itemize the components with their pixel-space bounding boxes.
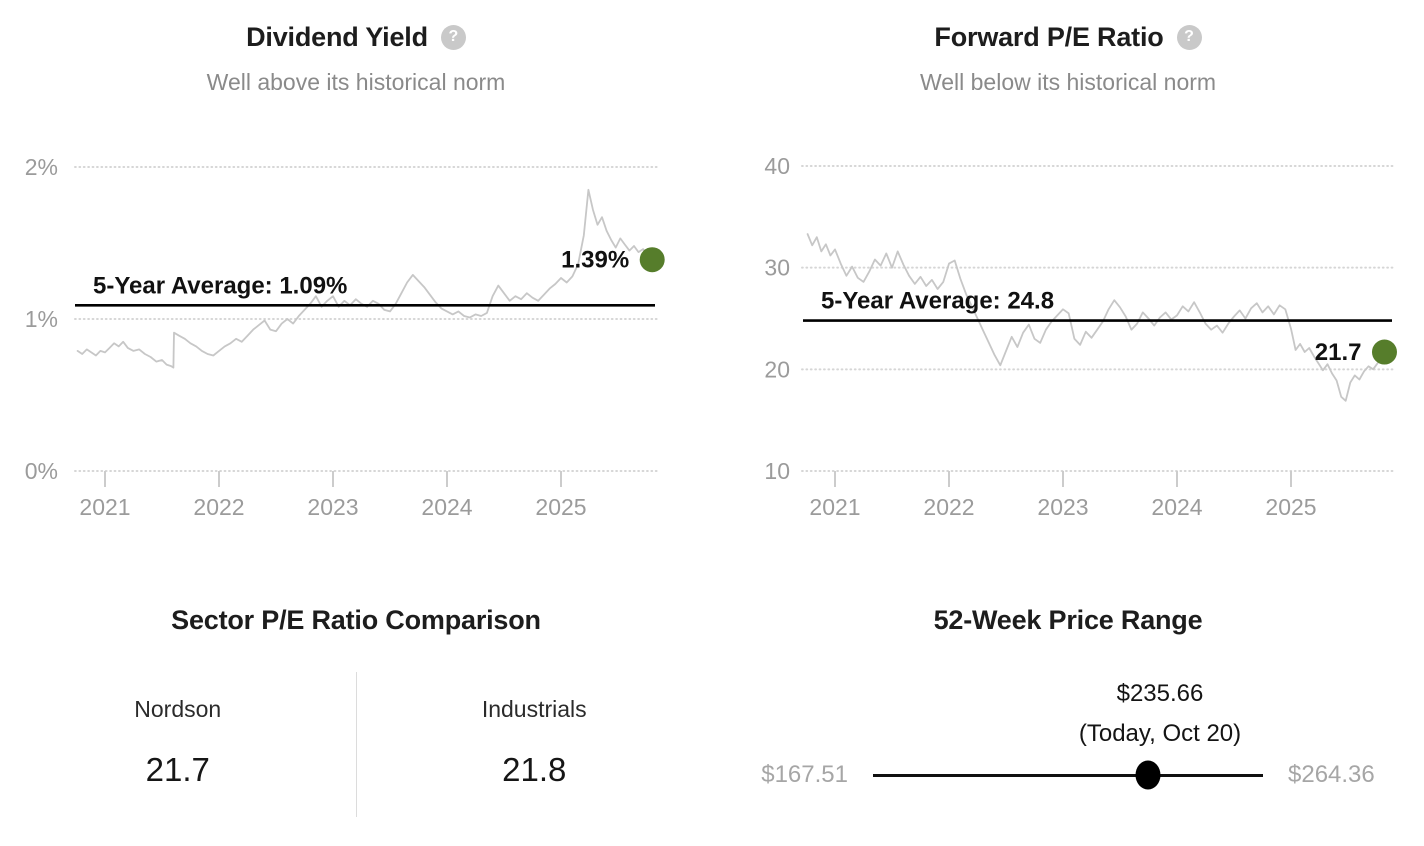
sector-comparison-row: Nordson 21.7 Industrials 21.8 <box>0 672 712 817</box>
sector-pe-comparison-panel: Sector P/E Ratio Comparison Nordson 21.7… <box>0 535 712 840</box>
y-axis-label: 30 <box>764 255 790 281</box>
dividend-yield-subtitle: Well above its historical norm <box>206 69 506 95</box>
y-axis-label: 10 <box>764 458 790 484</box>
forward-pe-title-row: Forward P/E Ratio ? <box>712 20 1424 54</box>
gridlines <box>74 166 659 472</box>
x-axis-label: 2022 <box>923 494 974 520</box>
x-axis-label: 2021 <box>79 494 130 520</box>
y-axis-label: 0% <box>25 458 58 484</box>
current-value-dot <box>1371 339 1397 365</box>
y-axis-label: 2% <box>25 154 58 180</box>
sector-comparison-title: Sector P/E Ratio Comparison <box>171 605 541 635</box>
x-axis-label: 2023 <box>307 494 358 520</box>
help-icon[interactable]: ? <box>440 24 466 50</box>
dividend-yield-title-row: Dividend Yield ? <box>0 20 712 54</box>
x-axis-label: 2022 <box>193 494 244 520</box>
forward-pe-title: Forward P/E Ratio <box>934 21 1164 52</box>
x-axis-label: 2024 <box>421 494 472 520</box>
sector-column: Industrials 21.8 <box>357 672 713 817</box>
current-value-label: 21.7 <box>1315 339 1362 366</box>
x-axis-label: 2023 <box>1037 494 1088 520</box>
company-name: Nordson <box>134 696 222 722</box>
dividend-yield-title: Dividend Yield <box>246 21 428 52</box>
x-axis-label: 2025 <box>1265 494 1316 520</box>
forward-pe-chart[interactable]: 40 30 20 10 2021 2022 2023 2024 2025 5-Year Avera… <box>712 141 1424 536</box>
average-label: 5-Year Average: 24.8 <box>821 288 1054 315</box>
range-low-label: $167.51 <box>761 761 848 788</box>
current-value-label: 1.39% <box>561 247 629 274</box>
gridlines <box>801 164 1396 472</box>
x-axis-label: 2025 <box>535 494 586 520</box>
series-line <box>806 233 1386 402</box>
dividend-yield-chart[interactable]: 2% 1% 0% 2021 2022 2023 2024 2025 5-Year Average… <box>0 141 712 536</box>
company-pe-value: 21.7 <box>145 751 210 788</box>
current-price-marker <box>1135 760 1161 790</box>
vertical-divider <box>355 672 357 817</box>
y-axis-label: 1% <box>25 306 58 332</box>
help-icon[interactable]: ? <box>1176 24 1202 50</box>
price-range-track <box>873 760 1263 790</box>
dividend-yield-panel: Dividend Yield ? Well above its historic… <box>0 0 712 535</box>
price-range-area: $235.66 (Today, Oct 20) $167.51 $264.36 <box>712 680 1424 840</box>
y-axis-label: 20 <box>764 356 790 382</box>
x-axis-label: 2024 <box>1151 494 1202 520</box>
range-high-label: $264.36 <box>1288 761 1375 788</box>
average-label: 5-Year Average: 1.09% <box>93 272 347 299</box>
y-axis-label: 40 <box>764 153 790 179</box>
company-column: Nordson 21.7 <box>0 672 356 817</box>
sector-name: Industrials <box>481 696 587 722</box>
forward-pe-panel: Forward P/E Ratio ? Well below its histo… <box>712 0 1424 535</box>
current-price-date: (Today, Oct 20) <box>1078 720 1242 747</box>
current-price: $235.66 <box>1116 680 1204 707</box>
price-range-panel: 52-Week Price Range $235.66 (Today, Oct … <box>712 535 1424 840</box>
sector-pe-value: 21.8 <box>502 751 567 788</box>
price-range-title: 52-Week Price Range <box>933 605 1203 635</box>
current-price-stack: $235.66 (Today, Oct 20) <box>1079 680 1241 748</box>
price-range-slider-row: $167.51 $264.36 <box>712 760 1424 790</box>
forward-pe-subtitle: Well below its historical norm <box>919 69 1217 95</box>
series-line <box>76 188 654 369</box>
current-value-dot <box>639 247 665 273</box>
x-axis-label: 2021 <box>809 494 860 520</box>
